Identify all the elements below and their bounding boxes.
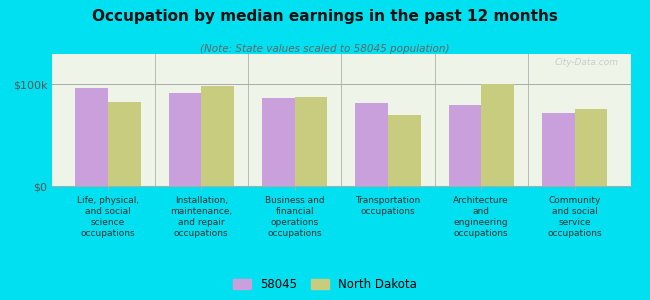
Bar	[202, 86, 234, 186]
Text: Occupation by median earnings in the past 12 months: Occupation by median earnings in the pas…	[92, 9, 558, 24]
Bar	[481, 85, 514, 186]
Bar	[575, 109, 607, 186]
Legend: 58045, North Dakota: 58045, North Dakota	[233, 278, 417, 291]
Bar	[262, 98, 294, 186]
Bar	[388, 115, 421, 186]
Bar	[108, 102, 140, 186]
Bar	[542, 113, 575, 186]
Bar	[294, 97, 327, 186]
Bar	[356, 103, 388, 186]
Bar	[448, 105, 481, 186]
Bar	[168, 93, 202, 186]
Text: City-Data.com: City-Data.com	[555, 58, 619, 67]
Text: (Note: State values scaled to 58045 population): (Note: State values scaled to 58045 popu…	[200, 44, 450, 53]
Bar	[75, 88, 108, 186]
